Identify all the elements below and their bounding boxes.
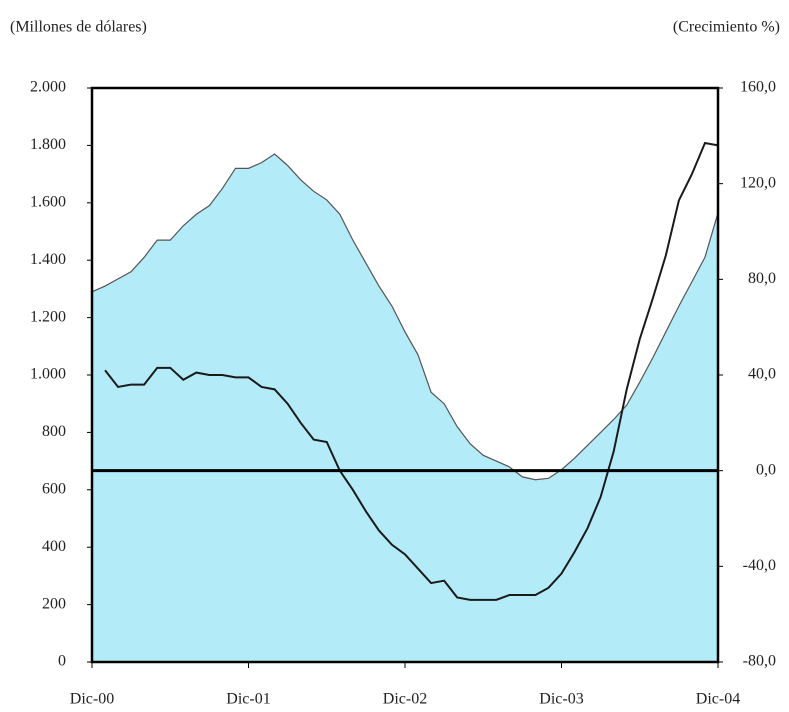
line: [104, 141, 719, 601]
x-tick-label: Dic-02: [383, 691, 427, 708]
y2-tick-label: 80,0: [748, 270, 776, 287]
y-tick-label: 2.000: [30, 79, 66, 96]
y2-tick-label: -40,0: [743, 557, 776, 574]
x-tick-label: Dic-01: [226, 691, 270, 708]
area: [91, 153, 719, 663]
x-tick-label: Dic-00: [70, 691, 114, 708]
y2-tick-label: 40,0: [748, 366, 776, 383]
x-tick-label: Dic-03: [539, 691, 583, 708]
y-axis-label: (Millones de dólares): [10, 19, 147, 36]
y-tick-label: 200: [42, 595, 66, 612]
y-tick-label: 1.200: [30, 308, 66, 325]
y-tick-label: 0: [58, 653, 66, 670]
y2-tick-label: 120,0: [740, 174, 776, 191]
x-tick-label: Dic-04: [696, 691, 740, 708]
y2-tick-label: -80,0: [743, 653, 776, 670]
y-tick-label: 1.000: [30, 366, 66, 383]
y-tick-label: 600: [42, 480, 66, 497]
y2-tick-label: 0,0: [756, 461, 776, 478]
y-tick-label: 1.600: [30, 193, 66, 210]
y-tick-label: 1.400: [30, 251, 66, 268]
y-tick-label: 1.800: [30, 136, 66, 153]
y-tick-label: 800: [42, 423, 66, 440]
y2-axis-label: (Crecimiento %): [673, 19, 780, 36]
y-tick-label: 400: [42, 538, 66, 555]
y2-tick-label: 160,0: [740, 79, 776, 96]
